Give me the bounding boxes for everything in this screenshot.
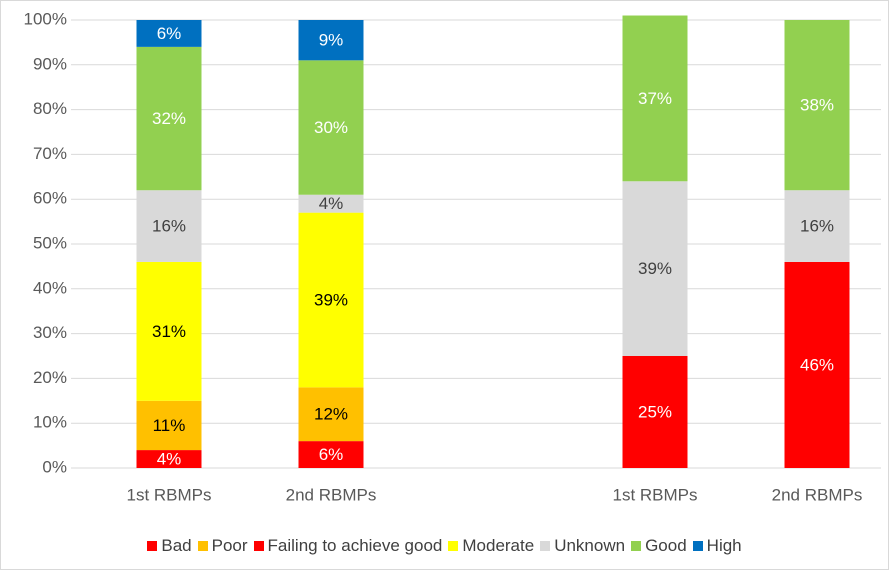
bar-segment <box>136 20 202 47</box>
y-tick-label: 50% <box>33 233 67 252</box>
y-tick-label: 0% <box>42 457 67 476</box>
x-tick-label: 2nd RBMPs <box>286 485 377 504</box>
legend-swatch <box>448 541 459 551</box>
value-label: 6% <box>319 445 344 464</box>
legend-item: Bad <box>147 536 192 556</box>
value-label: 30% <box>314 118 348 137</box>
value-label: 46% <box>800 355 834 374</box>
x-tick-label: 1st RBMPs <box>126 485 211 504</box>
bar-segment <box>784 261 850 468</box>
legend-item: Good <box>631 536 687 556</box>
value-label: 4% <box>319 194 344 213</box>
value-label: 9% <box>319 31 344 50</box>
value-label: 39% <box>638 259 672 278</box>
value-label: 25% <box>638 402 672 421</box>
legend-swatch <box>147 541 158 551</box>
value-label: 31% <box>152 322 186 341</box>
bar-segment <box>136 400 202 451</box>
legend: Bad Poor Failing to achieve good Moderate Un… <box>1 536 888 556</box>
bar-segment <box>298 20 364 61</box>
value-label: 11% <box>153 416 186 435</box>
y-tick-label: 60% <box>33 189 67 208</box>
plot: 0% 10% 20% 30% 40% 50% 60% 70% 80% 90% 100% 1st RBM… <box>24 9 881 504</box>
value-label: 6% <box>157 24 182 43</box>
value-label: 38% <box>800 96 834 115</box>
legend-item: Poor <box>197 536 248 556</box>
legend-item: Unknown <box>540 536 625 556</box>
y-tick-label: 40% <box>33 278 67 297</box>
y-tick-label: 90% <box>33 54 67 73</box>
bar-segment <box>622 356 688 468</box>
value-label: 16% <box>152 217 186 236</box>
value-label: 4% <box>157 450 182 469</box>
legend-swatch <box>540 541 551 551</box>
y-tick-label: 80% <box>33 99 67 118</box>
bar-segment <box>136 450 202 468</box>
x-tick-label: 1st RBMPs <box>612 485 697 504</box>
y-tick-label: 70% <box>33 144 67 163</box>
legend-label: Unknown <box>554 536 626 555</box>
y-tick-label: 20% <box>33 368 67 387</box>
legend-label: Poor <box>211 536 248 555</box>
y-tick-label: 100% <box>24 9 67 28</box>
bar-segment <box>298 387 364 442</box>
legend-item: High <box>692 536 742 556</box>
legend-item: Moderate <box>448 536 534 556</box>
bar-segment <box>784 190 850 262</box>
value-label: 39% <box>314 290 348 309</box>
legend-label: Good <box>645 536 687 555</box>
legend-label: High <box>706 536 742 555</box>
bar-segment <box>298 60 364 195</box>
legend-swatch <box>631 541 642 551</box>
y-tick-label: 30% <box>33 323 67 342</box>
bar-segment <box>784 20 850 191</box>
value-label: 12% <box>314 405 348 424</box>
bar-segment <box>622 15 688 182</box>
legend-swatch <box>197 541 208 551</box>
bar-segment <box>298 194 364 213</box>
legend-item: Failing to achieve good <box>253 536 443 556</box>
bar-segment <box>298 212 364 388</box>
bar-segment <box>622 181 688 356</box>
bar-segment <box>298 441 364 468</box>
bar-segment <box>136 261 202 401</box>
value-label: 32% <box>152 109 186 128</box>
value-label: 16% <box>800 217 834 236</box>
y-tick-label: 10% <box>33 413 67 432</box>
legend-swatch <box>692 541 703 551</box>
legend-label: Bad <box>161 536 192 555</box>
x-tick-label: 2nd RBMPs <box>772 485 863 504</box>
value-label: 37% <box>638 89 672 108</box>
bar-segment <box>136 190 202 262</box>
legend-label: Moderate <box>462 536 535 555</box>
bar-segment <box>136 46 202 191</box>
legend-swatch <box>253 541 264 551</box>
legend-label: Failing to achieve good <box>267 536 443 555</box>
